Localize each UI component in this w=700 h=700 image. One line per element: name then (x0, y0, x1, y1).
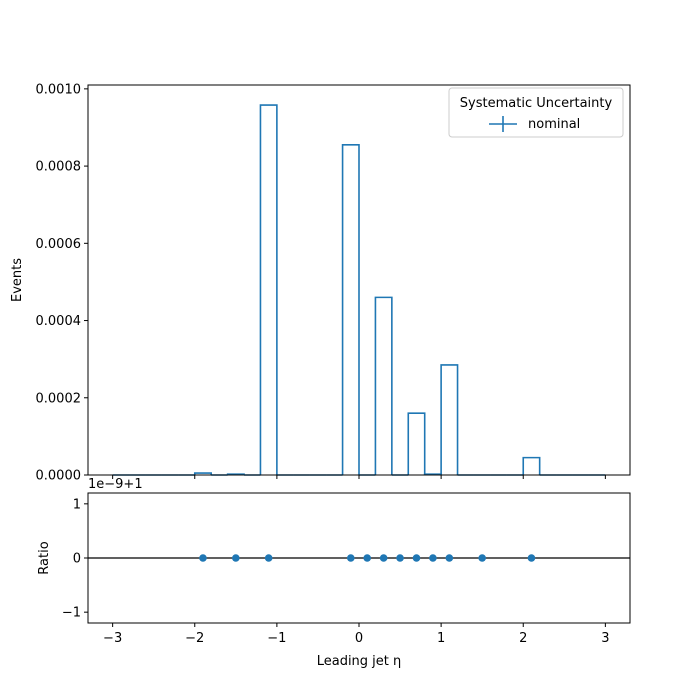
y-tick-label: 0.0004 (36, 314, 82, 329)
y-tick-label: 0.0006 (36, 237, 82, 252)
ratio-point (199, 554, 207, 562)
ratio-y-ticks: −1 0 1 (62, 497, 88, 621)
ratio-point (346, 554, 355, 562)
legend-errorbar-marker (489, 116, 517, 132)
ratio-points (199, 554, 536, 562)
x-tick-label: −3 (103, 631, 122, 646)
ratio-point (363, 554, 372, 562)
y-tick-label: 0.0000 (36, 469, 82, 484)
histogram-bin (374, 296, 393, 475)
ratio-y-axis-label: Ratio (37, 541, 52, 574)
histogram-bin (259, 104, 278, 475)
legend: Systematic Uncertainty nominal (448, 87, 624, 138)
y-tick-label: 0.0002 (36, 391, 82, 406)
x-tick-label: 0 (355, 631, 363, 646)
histogram-panel: 0.0000 0.0002 0.0004 0.0006 0.0008 0.0010 Eve… (10, 82, 631, 484)
ratio-y-tick-label: −1 (62, 606, 81, 621)
ratio-point (412, 554, 421, 562)
histogram-bin (407, 412, 426, 475)
ratio-point (527, 554, 536, 562)
legend-label-nominal: nominal (528, 117, 580, 132)
x-tick-label: 3 (601, 631, 609, 646)
histogram-y-ticks: 0.0000 0.0002 0.0004 0.0006 0.0008 0.0010 (36, 82, 88, 484)
x-tick-label: −1 (267, 631, 286, 646)
histogram-x-ticks (112, 475, 606, 479)
x-tick-label: −2 (185, 631, 204, 646)
ratio-point (264, 554, 273, 562)
ratio-y-tick-label: 1 (73, 497, 81, 512)
ratio-y-tick-label: 0 (73, 552, 81, 567)
x-axis-label: Leading jet η (317, 654, 402, 669)
legend-title: Systematic Uncertainty (460, 96, 613, 111)
histogram-bin (341, 144, 360, 475)
ratio-x-ticks: −3 −2 −1 0 1 2 3 (103, 623, 610, 646)
ratio-point (232, 554, 240, 562)
histogram-bin (440, 364, 459, 475)
ratio-point (396, 554, 404, 562)
y-tick-label: 0.0010 (36, 82, 82, 97)
x-tick-label: 2 (519, 631, 527, 646)
x-tick-label: 1 (437, 631, 445, 646)
ratio-point (379, 554, 388, 562)
y-tick-label: 0.0008 (36, 160, 82, 175)
histogram-y-axis-label: Events (10, 258, 25, 302)
ratio-point (445, 554, 454, 562)
histogram-bin (193, 472, 212, 475)
histogram-bin (522, 456, 541, 475)
ratio-frame (87, 492, 631, 624)
histogram-frame (87, 84, 631, 476)
ratio-point (429, 554, 437, 562)
ratio-panel: −1 0 1 −3 −2 −1 0 1 2 3 1e−9+1 Ratio Leading jet… (37, 477, 631, 669)
ratio-offset-label: 1e−9+1 (88, 477, 143, 492)
ratio-point (478, 554, 486, 562)
